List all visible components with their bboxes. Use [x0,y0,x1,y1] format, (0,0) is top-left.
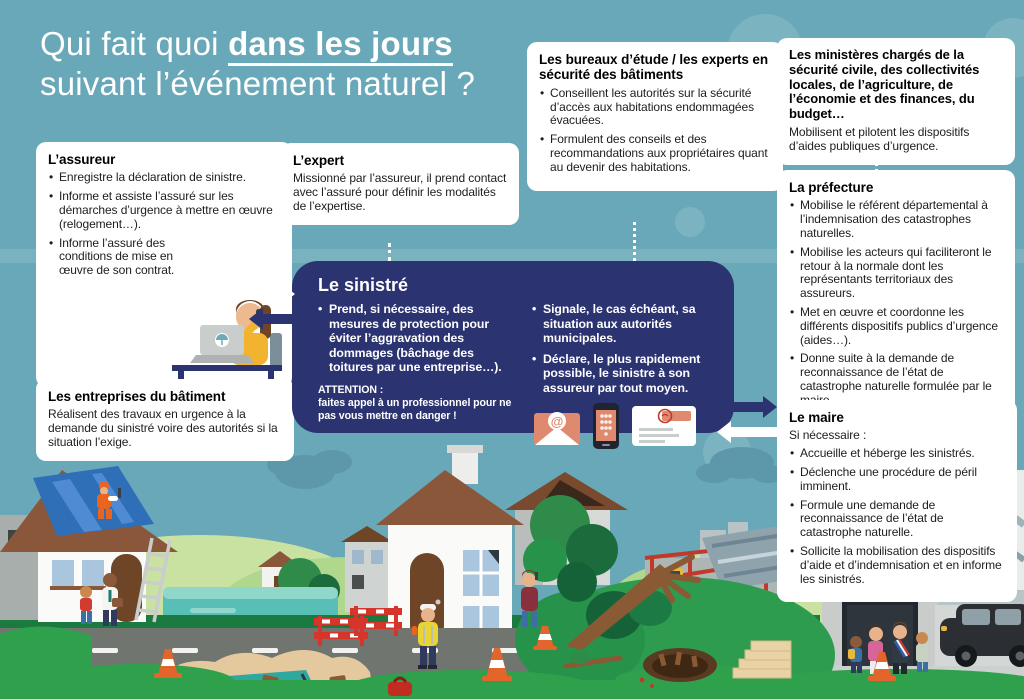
bullet-item: Conseillent les autorités sur la sécurit… [539,86,771,128]
card-title: La préfecture [789,180,874,195]
traffic-cone [482,648,512,681]
branch [563,655,623,669]
mayor-figure [892,622,910,674]
bullet-list: Mobilise le référent départemental à l’i… [789,198,1003,407]
bullet-list: Prend, si nécessaire, des mesures de pro… [318,302,514,375]
attention-label: ATTENTION : [318,383,384,396]
card-prefecture: La préfecture Mobilise le référent dépar… [777,170,1015,424]
traffic-cone [154,649,182,678]
bullet-list: Signale, le cas échéant, sa situation au… [532,302,712,395]
card-bureaux: Les bureaux d’étude / les experts en séc… [527,42,783,191]
traffic-cone [533,626,557,650]
clouds [267,447,784,489]
roof-worker [97,481,121,519]
bullet-item: Prend, si nécessaire, des mesures de pro… [318,302,514,375]
bullet-item: Met en œuvre et coordonne les différents… [789,305,1003,347]
bullet-list: Accueille et héberge les sinistrés. Décl… [789,446,1005,586]
bullet-item: Enregistre la déclaration de sinistre. [48,171,280,185]
phone-man [521,570,538,627]
panel-sinistre: Le sinistré Prend, si nécessaire, des me… [292,261,734,449]
title-line2: suivant l’événement naturel ? [40,64,476,102]
dotted-connector [875,158,878,172]
ladder [134,537,172,623]
dotted-connector [633,222,636,261]
card-entreprises: Les entreprises du bâtiment Réalisent de… [36,379,294,461]
sinkhole [639,648,717,688]
traffic-cone [868,652,896,681]
card-text: Missionné par l’assureur, il prend conta… [293,171,507,213]
arrow-head [763,396,777,418]
bullet-item: Déclare, le plus rapidement possible, le… [532,352,712,396]
card-title: Le maire [789,410,844,425]
arrow-head [281,283,295,305]
envelope-at-icon: @ [534,412,580,445]
car [940,604,1024,667]
people-entering [916,632,928,672]
arrow-head [717,421,731,443]
bullet-list: Enregistre la déclaration de sinistre. I… [48,171,280,278]
grass [0,626,1024,699]
card-title: Les bureaux d’étude / les experts en séc… [539,52,768,83]
card-ministeres: Les ministères chargés de la sécurité ci… [777,38,1015,165]
tarp-house [0,466,178,623]
bullet-list: Conseillent les autorités sur la sécurit… [539,86,771,175]
contact-icons: @ [534,403,712,449]
page-title: Qui fait quoi dans les jours suivant l’é… [40,24,475,103]
arrow-sinistre-to-assureur [263,314,297,324]
sinistre-left-column: Prend, si nécessaire, des mesures de pro… [318,302,514,449]
sinistre-right-column: Signale, le cas échéant, sa situation au… [532,302,712,449]
attention-note: ATTENTION : faites appel à un profession… [318,384,514,424]
title-prefix: Qui fait quoi [40,25,229,62]
bullet-item: Accueille et héberge les sinistrés. [789,446,1005,461]
letter-icon [632,406,696,446]
bullet-item: Donne suite à la demande de reconnaissan… [789,351,1003,407]
bullet-item: Signale, le cas échéant, sa situation au… [532,302,712,346]
svg-text:@: @ [551,414,564,429]
bullet-item: Formulent des conseils et des recommanda… [539,132,771,174]
card-text: Mobilisent et pilotent les dispositifs d… [789,125,970,153]
insurer-illustration [172,300,282,383]
adult-child-figures [80,573,123,626]
arrow-head [249,308,263,330]
card-assureur: L’assureur Enregistre la déclaration de … [36,142,292,387]
card-title: L’expert [293,153,344,168]
steps [732,640,792,679]
card-title: Les ministères chargés de la sécurité ci… [789,47,980,122]
card-expert: L’expert Missionné par l’assureur, il pr… [281,143,519,225]
decorative-circle [675,207,705,237]
fallen-tree [523,495,701,669]
site-worker [412,604,438,669]
grey-house [341,526,393,612]
arrow-sinistre-to-maire [714,402,764,412]
bullet-item: Formule une demande de reconnaissance de… [789,498,1005,540]
attention-text: faites appel à un professionnel pour ne … [318,396,512,422]
bullet-item: Informe et assiste l’assuré sur les déma… [48,189,280,231]
dotted-connector [388,243,391,261]
arrow-maire-to-sinistre [731,427,777,437]
card-text: Réalisent des travaux en urgence à la de… [48,407,278,449]
barricade [350,606,402,636]
card-title: L’assureur [48,152,116,167]
bullet-item: Mobilise les acteurs qui faciliteront le… [789,245,1003,301]
panel-title: Le sinistré [318,275,409,295]
card-title: Les entreprises du bâtiment [48,389,226,404]
title-underlined: dans les jours [228,25,453,66]
bullet-item: Sollicite la mobilisation des dispositif… [789,544,1005,586]
bullet-item: Déclenche une procédure de péril imminen… [789,465,1005,494]
bullet-item: Mobilise le référent départemental à l’i… [789,198,1003,240]
card-intro: Si nécessaire : [789,428,867,443]
card-maire: Le maire Si nécessaire : Accueille et hé… [777,400,1017,603]
tool-bag [388,676,412,696]
smartphone-icon [593,403,619,449]
arrow-assureur-to-sinistre [248,289,282,299]
bullet-item: Informe l’assuré des conditions de mise … [48,236,179,278]
